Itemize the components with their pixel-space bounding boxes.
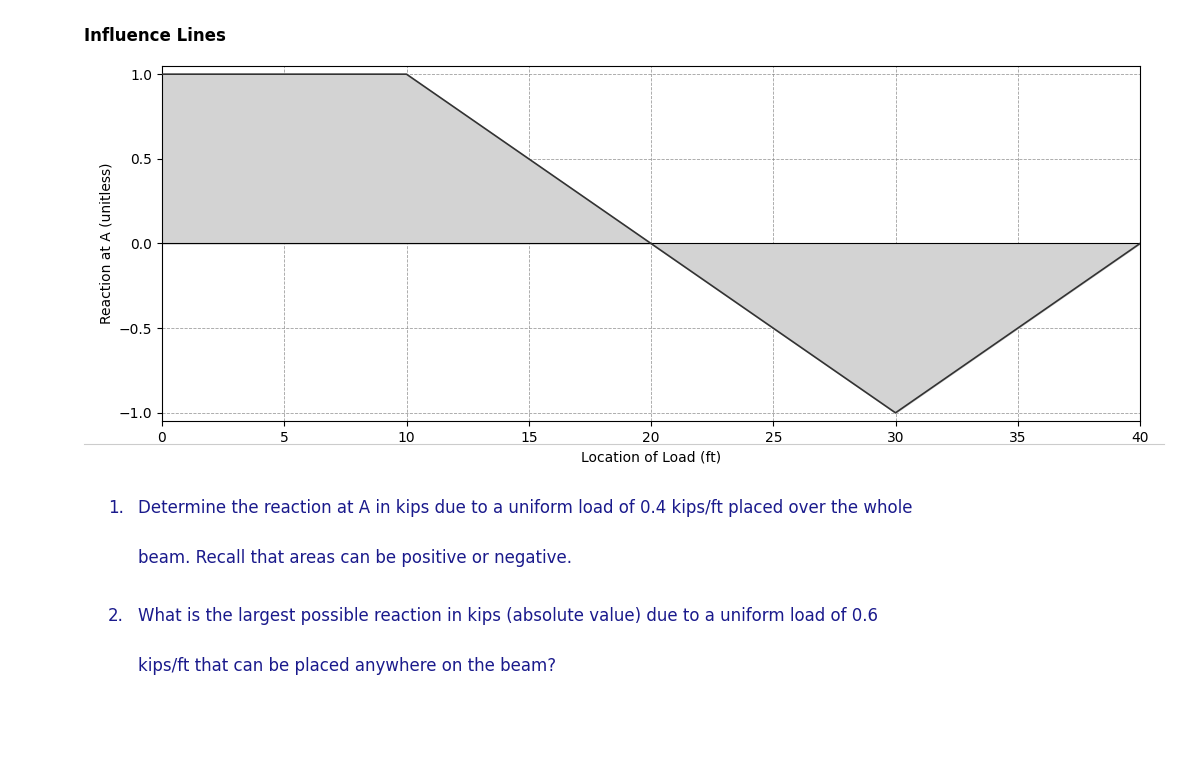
Text: kips/ft that can be placed anywhere on the beam?: kips/ft that can be placed anywhere on t… [138, 657, 556, 675]
Text: What is the largest possible reaction in kips (absolute value) due to a uniform : What is the largest possible reaction in… [138, 607, 878, 625]
Text: Determine the reaction at A in kips due to a uniform load of 0.4 kips/ft placed : Determine the reaction at A in kips due … [138, 499, 912, 516]
Text: 1.: 1. [108, 499, 124, 516]
Text: 2.: 2. [108, 607, 124, 625]
Y-axis label: Reaction at A (unitless): Reaction at A (unitless) [100, 163, 113, 324]
X-axis label: Location of Load (ft): Location of Load (ft) [581, 451, 721, 465]
Text: Influence Lines: Influence Lines [84, 27, 226, 45]
Text: beam. Recall that areas can be positive or negative.: beam. Recall that areas can be positive … [138, 549, 572, 567]
